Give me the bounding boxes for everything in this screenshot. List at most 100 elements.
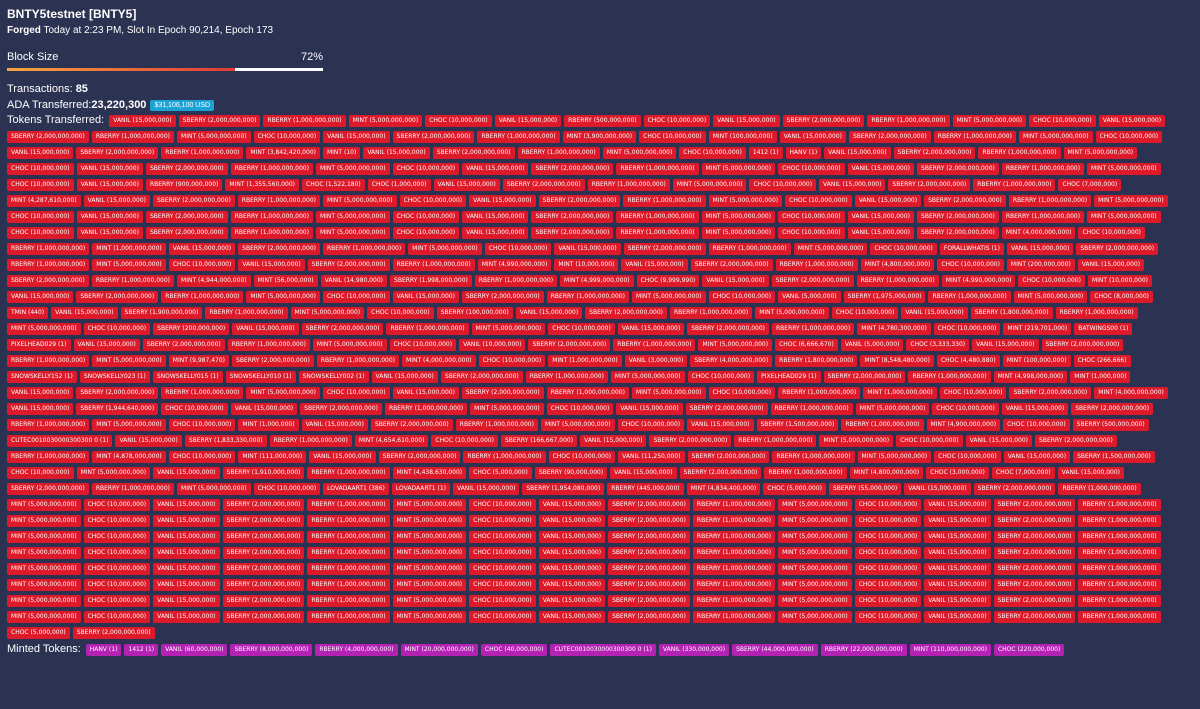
token-pill[interactable]: RBERRY (1,000,000,000) bbox=[1008, 195, 1092, 207]
token-pill[interactable]: RBERRY (1,000,000,000) bbox=[161, 387, 244, 399]
token-pill[interactable]: VANIL (15,000,000) bbox=[392, 387, 459, 399]
token-pill[interactable]: CHOC (7,000,000) bbox=[1058, 179, 1122, 191]
token-pill[interactable]: SBERRY (2,000,000,000) bbox=[685, 403, 768, 415]
token-pill[interactable]: CHOC (7,000,000) bbox=[991, 467, 1055, 479]
token-pill[interactable]: RBERRY (1,000,000,000) bbox=[587, 179, 670, 191]
token-pill[interactable]: CHOC (10,000,000) bbox=[854, 515, 922, 527]
token-pill[interactable]: VANIL (15,000,000) bbox=[76, 227, 143, 239]
token-pill[interactable]: CHOC (10,000,000) bbox=[643, 114, 711, 127]
token-pill[interactable]: VANIL (15,000,000) bbox=[109, 114, 176, 127]
token-pill[interactable]: CHOC (10,000,000) bbox=[322, 291, 390, 303]
token-pill[interactable]: RBERRY (1,000,000,000) bbox=[613, 339, 696, 351]
token-pill[interactable]: CHOC (10,000,000) bbox=[749, 179, 817, 191]
token-pill[interactable]: MINT (4,878,000,000) bbox=[92, 451, 166, 463]
token-pill[interactable]: MINT (5,000,000,000) bbox=[177, 483, 251, 495]
token-pill[interactable]: SNOWSKELLY015 (1) bbox=[152, 371, 223, 383]
token-pill[interactable]: SBERRY (2,000,000,000) bbox=[993, 531, 1076, 543]
token-pill[interactable]: MINT (8,548,480,000) bbox=[860, 355, 934, 367]
token-pill[interactable]: MINT (5,000,000,000) bbox=[408, 243, 482, 255]
token-pill[interactable]: RBERRY (1,000,000,000) bbox=[670, 307, 753, 319]
token-pill[interactable]: SBERRY (2,000,000,000) bbox=[608, 563, 690, 575]
token-pill[interactable]: SBERRY (2,000,000,000) bbox=[993, 547, 1076, 559]
token-pill[interactable]: CHOC (10,000,000) bbox=[548, 323, 615, 335]
token-pill[interactable]: CHOC (10,000,000) bbox=[367, 307, 434, 319]
minted-token-pill[interactable]: RBERRY (22,000,000,000) bbox=[820, 643, 907, 656]
token-pill[interactable]: RBERRY (1,000,000,000) bbox=[161, 291, 244, 303]
token-pill[interactable]: VANIL (15,000,000) bbox=[238, 259, 305, 271]
token-pill[interactable]: CHOC (10,000,000) bbox=[469, 547, 536, 559]
token-pill[interactable]: SBERRY (2,000,000,000) bbox=[608, 611, 690, 623]
token-pill[interactable]: MINT (1,000,000) bbox=[238, 419, 299, 431]
token-pill[interactable]: CHOC (10,000,000) bbox=[937, 259, 1004, 271]
token-pill[interactable]: RBERRY (1,000,000,000) bbox=[623, 195, 706, 207]
token-pill[interactable]: RBERRY (1,000,000,000) bbox=[764, 467, 847, 479]
token-pill[interactable]: VANIL (15,000,000) bbox=[153, 499, 220, 511]
token-pill[interactable]: MINT (5,000,000,000) bbox=[7, 515, 81, 527]
token-pill[interactable]: CHOC (10,000,000) bbox=[1018, 275, 1085, 287]
token-pill[interactable]: RBERRY (1,000,000,000) bbox=[463, 451, 546, 463]
token-pill[interactable]: CHOC (10,000,000) bbox=[7, 163, 74, 175]
pool-title[interactable]: BNTY5testnet [BNTY5] bbox=[7, 7, 137, 21]
token-pill[interactable]: MINT (5,000,000,000) bbox=[819, 435, 894, 447]
token-pill[interactable]: SBERRY (2,000,000,000) bbox=[178, 114, 261, 127]
token-pill[interactable]: VANIL (15,000,000) bbox=[854, 195, 922, 207]
token-pill[interactable]: CHOC (10,000,000) bbox=[939, 387, 1007, 399]
token-pill[interactable]: SBERRY (2,000,000,000) bbox=[145, 163, 228, 175]
minted-token-pill[interactable]: SBERRY (44,000,000,000) bbox=[732, 643, 818, 656]
token-pill[interactable]: RBERRY (1,000,000,000) bbox=[91, 275, 175, 287]
token-pill[interactable]: VANIL (15,000,000) bbox=[538, 531, 606, 543]
token-pill[interactable]: CHOC (10,000,000) bbox=[253, 483, 321, 495]
token-pill[interactable]: MINT (5,000,000,000) bbox=[1087, 163, 1161, 175]
token-pill[interactable]: VANIL (15,000,000) bbox=[230, 403, 298, 415]
token-pill[interactable]: VANIL (15,000,000) bbox=[972, 339, 1039, 351]
token-pill[interactable]: MINT (4,287,610,000) bbox=[7, 195, 81, 207]
token-pill[interactable]: CHOC (10,000,000) bbox=[778, 211, 845, 223]
token-pill[interactable]: CHOC (10,000,000) bbox=[7, 179, 74, 191]
token-pill[interactable]: VANIL (5,000,000) bbox=[778, 291, 841, 303]
token-pill[interactable]: RBERRY (1,000,000,000) bbox=[546, 291, 629, 303]
token-pill[interactable]: RBERRY (1,000,000,000) bbox=[517, 147, 600, 159]
token-pill[interactable]: SBERRY (2,000,000,000) bbox=[993, 595, 1076, 607]
token-pill[interactable]: RBERRY (1,000,000,000) bbox=[384, 403, 468, 415]
token-pill[interactable]: SBERRY (2,000,000,000) bbox=[7, 275, 89, 287]
token-pill[interactable]: RBERRY (1,000,000,000) bbox=[1078, 499, 1161, 511]
token-pill[interactable]: RBERRY (1,000,000,000) bbox=[867, 114, 950, 127]
token-pill[interactable]: SBERRY (55,000,000) bbox=[829, 483, 902, 495]
token-pill[interactable]: MINT (4,800,000,000) bbox=[849, 467, 924, 479]
token-pill[interactable]: SBERRY (2,000,000,000) bbox=[687, 323, 770, 335]
token-pill[interactable]: RBERRY (1,000,000,000) bbox=[978, 147, 1061, 159]
token-pill[interactable]: SBERRY (2,000,000,000) bbox=[687, 451, 770, 463]
token-pill[interactable]: RBERRY (1,000,000,000) bbox=[307, 499, 390, 511]
token-pill[interactable]: CHOC (10,000,000) bbox=[617, 419, 685, 431]
token-pill[interactable]: RBERRY (1,000,000,000) bbox=[7, 355, 90, 367]
token-pill[interactable]: SBERRY (1,910,000,000) bbox=[222, 467, 305, 479]
token-pill[interactable]: CHOC (10,000,000) bbox=[854, 579, 922, 591]
token-pill[interactable]: VANIL (15,000,000) bbox=[713, 114, 780, 127]
token-pill[interactable]: RBERRY (1,000,000,000) bbox=[1001, 163, 1085, 175]
token-pill[interactable]: RBERRY (1,000,000,000) bbox=[474, 275, 558, 287]
token-pill[interactable]: MINT (5,000,000,000) bbox=[701, 211, 776, 223]
token-pill[interactable]: RBERRY (1,000,000,000) bbox=[230, 227, 313, 239]
token-pill[interactable]: RBERRY (1,000,000,000) bbox=[772, 323, 855, 335]
token-pill[interactable]: VANIL (15,000,000) bbox=[153, 467, 220, 479]
token-pill[interactable]: CHOC (10,000,000) bbox=[546, 403, 614, 415]
token-pill[interactable]: MINT (5,000,000,000) bbox=[701, 163, 776, 175]
token-pill[interactable]: RBERRY (1,000,000,000) bbox=[322, 243, 406, 255]
token-pill[interactable]: VANIL (15,000,000) bbox=[687, 419, 754, 431]
token-pill[interactable]: CHOC (10,000,000) bbox=[392, 211, 460, 223]
token-pill[interactable]: SBERRY (2,000,000,000) bbox=[76, 147, 159, 159]
token-pill[interactable]: CUTEC0010030000300300 0 (1) bbox=[7, 435, 113, 447]
minted-token-pill[interactable]: RBERRY (4,000,000,000) bbox=[315, 643, 398, 656]
token-pill[interactable]: SBERRY (2,000,000,000) bbox=[461, 387, 544, 399]
token-pill[interactable]: VANIL (15,000,000) bbox=[7, 147, 74, 159]
token-pill[interactable]: SBERRY (2,000,000,000) bbox=[7, 131, 89, 143]
token-pill[interactable]: MINT (5,000,000,000) bbox=[1063, 147, 1138, 159]
token-pill[interactable]: SBERRY (2,000,000,000) bbox=[888, 179, 971, 191]
token-pill[interactable]: VANIL (15,000,000) bbox=[153, 515, 220, 527]
token-pill[interactable]: VANIL (15,000,000) bbox=[779, 131, 846, 143]
token-pill[interactable]: VANIL (15,000,000) bbox=[847, 163, 915, 175]
token-pill[interactable]: VANIL (15,000,000) bbox=[309, 451, 376, 463]
minted-token-pill[interactable]: 1412 (1) bbox=[124, 643, 159, 656]
token-pill[interactable]: CHOC (10,000,000) bbox=[161, 403, 228, 415]
token-pill[interactable]: VANIL (15,000,000) bbox=[702, 275, 769, 287]
